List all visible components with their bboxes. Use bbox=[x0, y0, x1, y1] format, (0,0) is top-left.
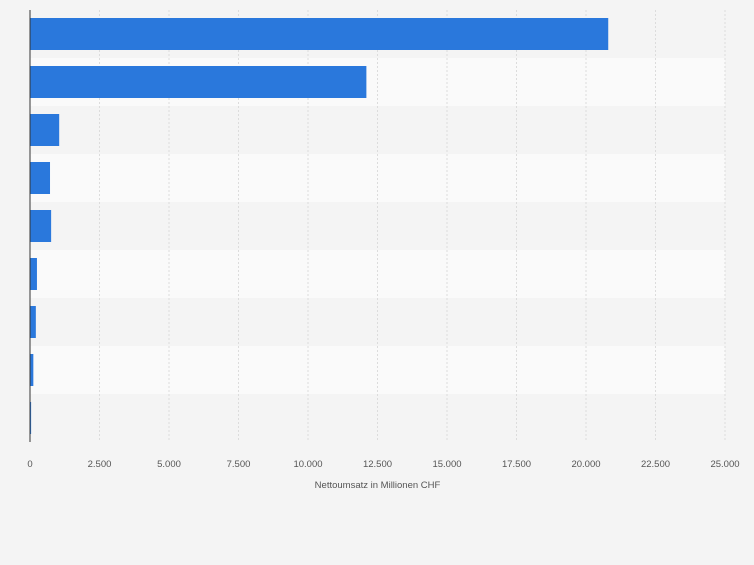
bar bbox=[30, 114, 60, 146]
x-tick-label: 5.000 bbox=[157, 459, 181, 470]
x-axis-label: Nettoumsatz in Millionen CHF bbox=[315, 480, 441, 491]
x-tick-label: 12.500 bbox=[363, 459, 392, 470]
x-tick-labels: 0 2.500 5.000 7.500 10.000 12.500 15.000 17.500… bbox=[27, 459, 739, 470]
x-tick-label: 10.000 bbox=[293, 459, 322, 470]
x-tick-label: 25.000 bbox=[710, 459, 739, 470]
bar bbox=[30, 258, 37, 290]
bar bbox=[30, 66, 367, 98]
x-tick-label: 17.500 bbox=[502, 459, 531, 470]
x-tick-label: 2.500 bbox=[88, 459, 112, 470]
bar bbox=[30, 354, 34, 386]
bars bbox=[30, 18, 609, 434]
x-tick-label: 15.000 bbox=[432, 459, 461, 470]
bar bbox=[30, 306, 36, 338]
bar bbox=[30, 162, 51, 194]
x-tick-label: 0 bbox=[27, 459, 32, 470]
x-tick-label: 20.000 bbox=[571, 459, 600, 470]
x-tick-label: 7.500 bbox=[227, 459, 251, 470]
bar bbox=[30, 402, 32, 434]
bar bbox=[30, 18, 609, 50]
bar bbox=[30, 210, 52, 242]
x-tick-label: 22.500 bbox=[641, 459, 670, 470]
